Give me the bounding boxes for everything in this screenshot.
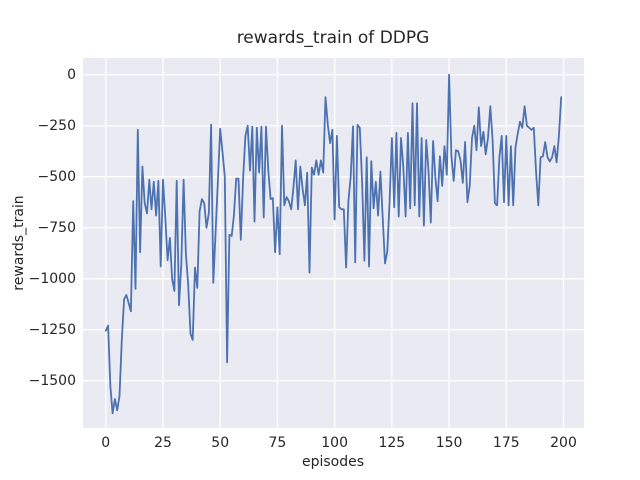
x-tick-label: 75 [268,435,287,451]
x-axis-label: episodes [301,454,365,470]
x-tick-label: 200 [550,435,577,451]
x-tick-label: 150 [435,435,463,451]
y-tick-label: 0 [67,66,76,83]
x-tick-label: 0 [101,435,111,451]
x-tick-label: 50 [211,435,230,451]
x-tick-label: 125 [378,435,406,451]
y-tick-label: −750 [37,219,76,236]
y-tick-label: −1500 [28,372,76,389]
x-tick-label: 100 [321,435,349,451]
y-axis-label: rewards_train [11,195,27,291]
plot-area [83,58,584,428]
y-tick-label: −1000 [28,270,76,287]
chart-title: rewards_train of DDPG [236,28,430,48]
reward-line [104,73,563,415]
y-tick-label: −250 [37,117,76,134]
x-tick-label: 175 [492,435,520,451]
y-tick-label: −500 [37,168,76,185]
x-tick-label: 25 [154,435,172,451]
y-tick-label: −1250 [28,321,76,338]
